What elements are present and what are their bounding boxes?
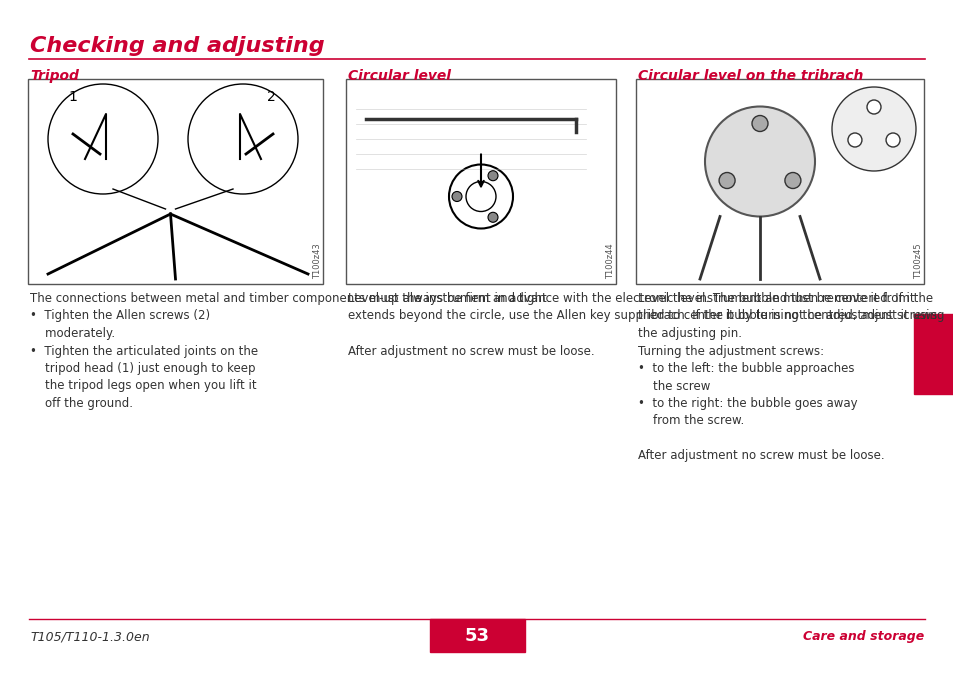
- Text: Level-up the instrument in advance with the electronic level. The bubble must be: Level-up the instrument in advance with …: [348, 292, 940, 357]
- Text: T100z43: T100z43: [314, 243, 322, 279]
- Circle shape: [488, 212, 497, 222]
- Text: 1: 1: [69, 90, 77, 104]
- Circle shape: [719, 173, 735, 189]
- FancyBboxPatch shape: [28, 79, 323, 284]
- Bar: [913, 314, 953, 394]
- Text: Circular level: Circular level: [348, 69, 451, 83]
- Text: The connections between metal and timber components must always be firm and tigh: The connections between metal and timber…: [30, 292, 550, 410]
- Text: Checking and adjusting: Checking and adjusting: [30, 36, 324, 56]
- Text: T100z44: T100z44: [606, 243, 615, 279]
- Circle shape: [847, 133, 862, 147]
- Text: Level the instrument and then remove it from the tribrach. If the bubble is not : Level the instrument and then remove it …: [638, 292, 943, 462]
- Text: 53: 53: [464, 627, 489, 645]
- Text: Care and storage: Care and storage: [801, 630, 923, 643]
- Circle shape: [866, 100, 880, 114]
- FancyBboxPatch shape: [346, 79, 616, 284]
- Circle shape: [784, 173, 801, 189]
- Circle shape: [48, 84, 158, 194]
- Circle shape: [449, 164, 513, 228]
- FancyBboxPatch shape: [636, 79, 923, 284]
- Circle shape: [831, 87, 915, 171]
- Circle shape: [465, 181, 496, 212]
- Circle shape: [751, 115, 767, 131]
- Text: 2: 2: [266, 90, 275, 104]
- Circle shape: [488, 171, 497, 181]
- Circle shape: [188, 84, 297, 194]
- Text: T105/T110-1.3.0en: T105/T110-1.3.0en: [30, 630, 150, 643]
- Circle shape: [885, 133, 899, 147]
- Bar: [430, 619, 524, 652]
- Text: T100z45: T100z45: [914, 243, 923, 279]
- Circle shape: [704, 106, 814, 216]
- Text: Tripod: Tripod: [30, 69, 79, 83]
- Text: Circular level on the tribrach: Circular level on the tribrach: [638, 69, 862, 83]
- Circle shape: [452, 191, 461, 202]
